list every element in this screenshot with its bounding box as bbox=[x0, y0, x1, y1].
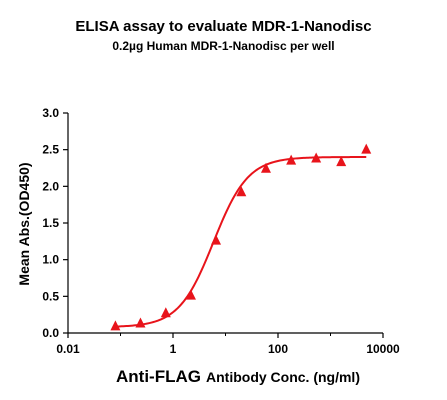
data-point-triangle bbox=[260, 162, 271, 173]
y-tick-label: 0.5 bbox=[42, 289, 59, 303]
y-tick-label: 3.0 bbox=[42, 106, 59, 120]
data-point-triangle bbox=[160, 307, 171, 318]
y-tick-label: 2.0 bbox=[42, 179, 59, 193]
y-axis-label: Mean Abs.(OD450) bbox=[16, 162, 32, 285]
data-point-triangle bbox=[185, 289, 196, 300]
data-point-triangle bbox=[336, 156, 347, 167]
data-point-triangle bbox=[135, 317, 146, 328]
axes bbox=[67, 113, 383, 334]
fit-curve-layer bbox=[115, 156, 367, 328]
x-tick-label: 10000 bbox=[366, 342, 400, 356]
x-tick-label: 0.01 bbox=[56, 342, 80, 356]
data-point-triangle bbox=[361, 143, 372, 154]
data-point-triangle bbox=[110, 320, 121, 331]
y-tick-label: 1.0 bbox=[42, 253, 59, 267]
data-point-triangle bbox=[211, 234, 222, 245]
data-point-triangle bbox=[311, 152, 322, 163]
data-point-triangle bbox=[286, 154, 297, 165]
y-tick-label: 2.5 bbox=[42, 143, 59, 157]
y-tick-label: 1.5 bbox=[42, 216, 59, 230]
data-points bbox=[110, 143, 372, 331]
x-axis-label: Anti-FLAG Antibody Conc. (ng/ml) bbox=[116, 367, 360, 386]
x-tick-label: 1 bbox=[170, 342, 177, 356]
ticks: 0.0 0.5 1.0 1.5 2.0 2.5 3.0 0.01 1 100 10000 bbox=[42, 106, 400, 356]
chart-subtitle: 0.2µg Human MDR-1-Nanodisc per well bbox=[112, 39, 335, 53]
y-tick-label: 0.0 bbox=[42, 326, 59, 340]
fit-curve bbox=[115, 156, 367, 328]
data-point-triangle bbox=[236, 186, 247, 197]
x-tick-label: 100 bbox=[268, 342, 288, 356]
chart-title: ELISA assay to evaluate MDR-1-Nanodisc bbox=[75, 18, 372, 35]
x-axis-label-rest: Antibody Conc. (ng/ml) bbox=[206, 369, 360, 385]
x-axis-label-bold: Anti-FLAG bbox=[116, 367, 201, 386]
